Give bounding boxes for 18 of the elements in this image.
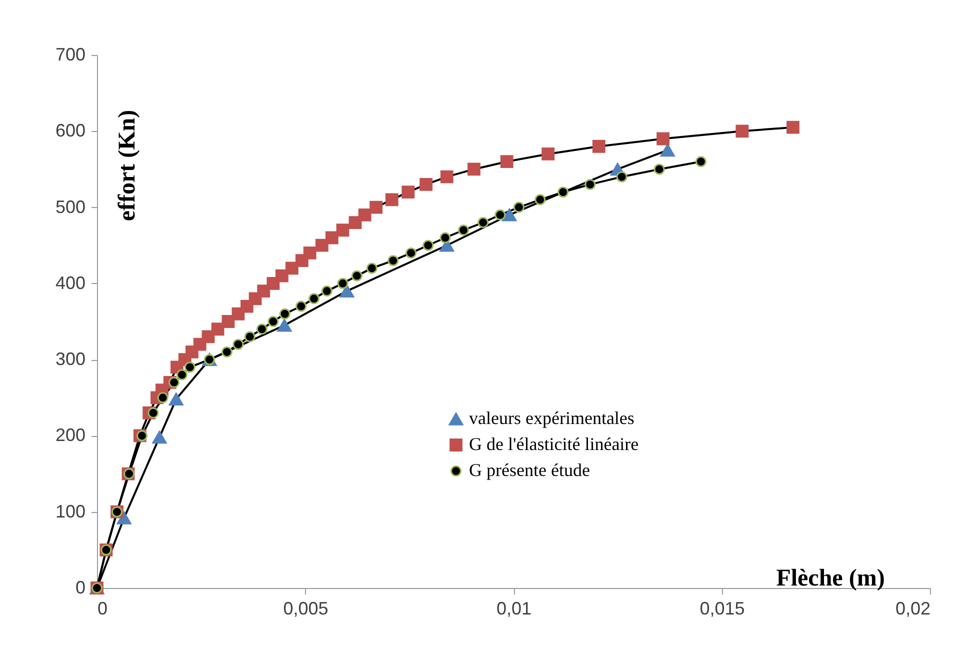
x-tick-label: 0,01 bbox=[496, 598, 532, 618]
legend-label: G présente étude bbox=[469, 460, 590, 480]
x-tick-label: 0 bbox=[98, 598, 108, 618]
y-tick-label: 400 bbox=[55, 272, 86, 293]
y-tick-label: 0 bbox=[75, 578, 86, 598]
legend-label: G de l'élasticité linéaire bbox=[469, 434, 639, 454]
y-tick-label: 500 bbox=[55, 196, 86, 217]
legend-label: valeurs expérimentales bbox=[469, 408, 634, 428]
y-tick-label: 600 bbox=[55, 120, 86, 141]
x-tick-label: 0,015 bbox=[700, 598, 745, 618]
y-tick-label: 200 bbox=[55, 425, 86, 446]
y-tick-label: 700 bbox=[55, 44, 86, 64]
y-tick-label: 300 bbox=[55, 349, 86, 370]
x-axis-title: Flèche (m) bbox=[776, 566, 885, 592]
x-tick-label: 0,005 bbox=[283, 598, 328, 618]
y-axis-title: effort (Kn) bbox=[114, 110, 140, 222]
y-tick-label: 100 bbox=[55, 501, 86, 522]
x-tick-label: 0,02 bbox=[895, 598, 930, 618]
